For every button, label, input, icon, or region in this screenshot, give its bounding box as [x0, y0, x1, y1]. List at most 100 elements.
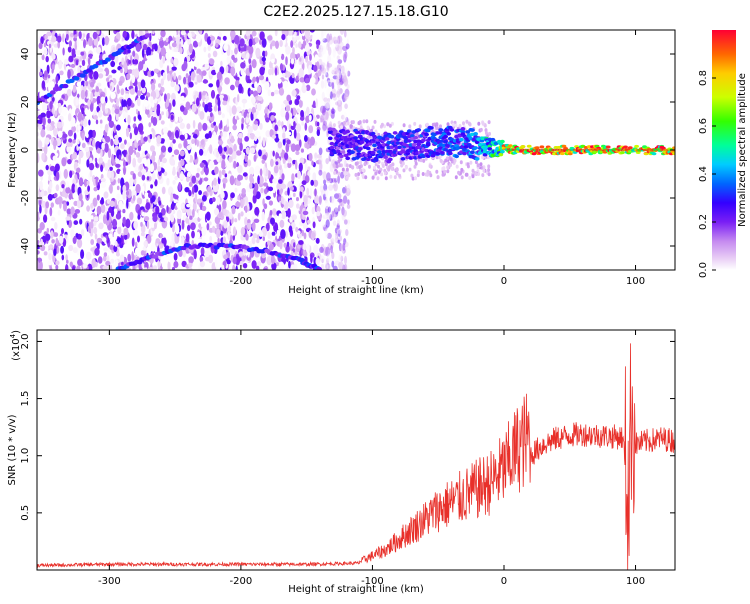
spectrogram-noise-speckle [441, 172, 445, 177]
spectrogram-noise-speckle [97, 67, 104, 73]
spectrogram-noise-speckle [135, 183, 141, 194]
spectrogram-noise-speckle [140, 94, 145, 100]
spectrogram-noise-speckle [288, 225, 293, 234]
spectrogram-noise-speckle [161, 208, 166, 216]
spectrogram-noise-speckle [55, 75, 59, 84]
spectrogram-noise-speckle [127, 69, 133, 74]
spectrogram-noise-speckle [159, 233, 163, 239]
spectrogram-noise-speckle [90, 239, 95, 245]
spectrogram-ridge-blob [406, 129, 412, 133]
spectrogram-ridge-blob [357, 147, 363, 151]
spectrogram-noise-speckle [191, 175, 197, 184]
spectrogram-noise-speckle [321, 67, 327, 74]
spectrogram-noise-speckle [100, 148, 103, 158]
spectrogram-ridge-blob [560, 152, 565, 156]
spectrogram-noise-speckle [151, 30, 155, 35]
spectrogram-noise-speckle [246, 254, 252, 261]
spectrogram-noise-speckle [149, 163, 155, 173]
spectrogram-noise-speckle [338, 254, 343, 262]
spectrogram-ridge-blob [500, 139, 505, 144]
spectrogram-noise-speckle [160, 47, 166, 57]
spectrogram-noise-speckle [326, 172, 331, 182]
spectrogram-noise-speckle [255, 191, 261, 200]
spectrogram-noise-speckle [301, 34, 306, 41]
spectrogram-noise-speckle [114, 134, 119, 140]
spectrogram-noise-speckle [204, 103, 209, 113]
spectrogram-noise-speckle [188, 256, 194, 264]
spectrogram-noise-speckle [316, 43, 319, 50]
spectrogram-noise-speckle [344, 263, 348, 270]
spectrogram-noise-speckle [451, 122, 455, 127]
spectrogram-noise-speckle [71, 153, 78, 160]
spectrogram-noise-speckle [336, 70, 342, 80]
spectrogram-noise-speckle [402, 168, 406, 173]
spectrogram-arc-1-blob [316, 266, 322, 270]
spectrogram-noise-speckle [61, 184, 65, 189]
spectrogram-noise-speckle [346, 204, 351, 209]
spectrogram-noise-speckle [123, 149, 126, 157]
spectrogram-noise-speckle [244, 136, 250, 142]
spectrogram-noise-speckle [153, 37, 158, 44]
spectrogram-noise-speckle [107, 159, 111, 167]
spectrogram-noise-speckle [43, 251, 48, 256]
spectrogram-noise-speckle [213, 121, 217, 126]
spectrogram-noise-speckle [187, 135, 192, 140]
spectrogram-noise-speckle [133, 59, 139, 65]
spectrogram-noise-speckle [58, 235, 64, 244]
spectrogram-noise-speckle [131, 30, 135, 40]
spectrogram-noise-speckle [296, 123, 302, 133]
spectrogram-noise-speckle [179, 47, 183, 55]
spectrogram-noise-speckle [371, 175, 375, 180]
spectrogram-noise-speckle [343, 112, 347, 122]
spectrogram-x-tick-label: -100 [361, 276, 384, 287]
spectrogram-noise-speckle [422, 158, 426, 163]
spectrogram-noise-speckle [270, 254, 275, 265]
spectrogram-noise-speckle [170, 214, 175, 223]
spectrogram-noise-speckle [172, 180, 176, 185]
spectrogram-noise-speckle [142, 157, 148, 164]
spectrogram-noise-speckle [96, 82, 102, 87]
spectrogram-noise-speckle [127, 142, 130, 148]
spectrogram-noise-speckle [324, 100, 330, 109]
spectrogram-noise-speckle [234, 34, 240, 45]
spectrogram-noise-speckle [74, 40, 78, 51]
spectrogram-noise-speckle [271, 231, 276, 236]
spectrogram-noise-speckle [39, 51, 44, 56]
spectrogram-noise-speckle [124, 233, 128, 240]
spectrogram-noise-speckle [91, 258, 96, 269]
spectrogram-noise-speckle [116, 185, 120, 191]
spectrogram-noise-speckle [93, 216, 99, 222]
spectrogram-noise-speckle [408, 167, 412, 172]
spectrogram-ridge-blob [474, 157, 480, 161]
spectrogram-noise-speckle [287, 30, 294, 36]
spectrogram-noise-speckle [209, 235, 213, 243]
spectrogram-noise-speckle [288, 199, 294, 208]
spectrogram-noise-speckle [43, 145, 48, 155]
spectrogram-ridge-blob [370, 150, 376, 155]
spectrogram-noise-speckle [165, 52, 170, 60]
spectrogram-noise-speckle [184, 163, 190, 170]
spectrogram-noise-speckle [151, 172, 156, 183]
spectrogram-noise-speckle [460, 175, 464, 180]
spectrogram-noise-speckle [118, 80, 123, 86]
spectrogram-noise-speckle [309, 53, 312, 61]
spectrogram-noise-speckle [251, 236, 256, 245]
spectrogram-noise-speckle [285, 56, 288, 66]
spectrogram-noise-speckle [92, 139, 96, 148]
spectrogram-ridge-blob [487, 147, 493, 151]
spectrogram-ridge-blob [350, 150, 355, 154]
spectrogram-noise-speckle [207, 107, 213, 113]
spectrogram-noise-speckle [285, 244, 290, 253]
spectrogram-arc-0-blob [62, 83, 69, 89]
spectrogram-noise-speckle [321, 30, 327, 36]
spectrogram-noise-speckle [428, 164, 432, 169]
spectrogram-noise-speckle [77, 258, 83, 266]
spectrogram-noise-speckle [95, 86, 100, 93]
spectrogram-noise-speckle [261, 38, 267, 48]
spectrogram-ridge-core [507, 147, 509, 151]
spectrogram-noise-speckle [269, 61, 273, 69]
spectrogram-noise-speckle [270, 217, 275, 225]
spectrogram-noise-speckle [213, 177, 218, 186]
spectrogram-noise-speckle [67, 113, 72, 122]
